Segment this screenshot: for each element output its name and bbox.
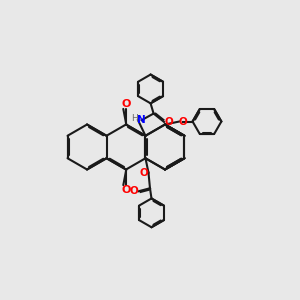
Text: O: O xyxy=(179,116,188,127)
Text: O: O xyxy=(121,99,131,109)
Text: O: O xyxy=(164,117,173,127)
Text: H: H xyxy=(131,114,138,123)
Text: O: O xyxy=(121,185,131,195)
Text: N: N xyxy=(137,115,146,125)
Text: O: O xyxy=(140,168,148,178)
Text: O: O xyxy=(130,186,139,196)
